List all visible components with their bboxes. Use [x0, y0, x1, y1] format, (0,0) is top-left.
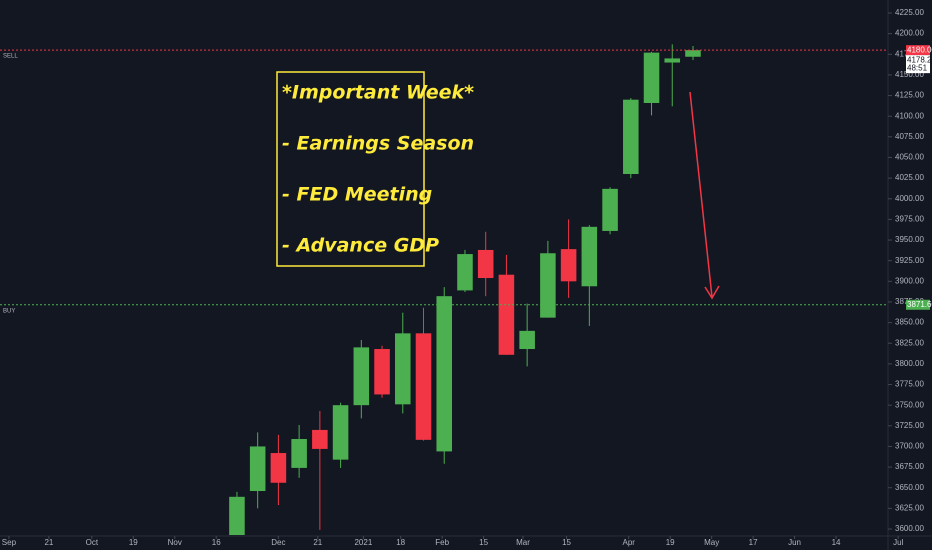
- candle-body: [664, 58, 681, 63]
- y-tick-label: 3800.00: [895, 359, 924, 368]
- annotation-line: *Important Week*: [282, 82, 474, 104]
- x-tick-label: 21: [313, 538, 322, 547]
- x-tick-label: May: [704, 538, 719, 547]
- y-tick-label: 3775.00: [895, 380, 924, 389]
- countdown: 48:51: [907, 63, 928, 72]
- candle-body: [353, 347, 370, 406]
- candle-body: [540, 253, 556, 318]
- candle-body: [270, 453, 287, 483]
- x-tick-label: 16: [212, 538, 221, 547]
- x-tick-label: Apr: [623, 538, 636, 547]
- candle-body: [229, 496, 245, 535]
- y-tick-label: 4050.00: [895, 153, 924, 162]
- annotation-line: - FED Meeting: [282, 184, 432, 206]
- y-tick-label: 4225.00: [895, 8, 924, 17]
- arrow: [689, 91, 713, 298]
- x-tick-label: Mar: [516, 538, 530, 547]
- x-tick-label: Feb: [435, 538, 449, 547]
- annotation-box: [276, 71, 425, 267]
- candle-body: [249, 446, 266, 492]
- x-tick-label: 15: [562, 538, 571, 547]
- y-tick-label: 3675.00: [895, 462, 924, 471]
- last-price: 4178.25: [907, 55, 932, 64]
- x-tick-label: Nov: [168, 538, 182, 547]
- annotation-line: - Earnings Season: [282, 133, 474, 155]
- y-tick-label: 4125.00: [895, 91, 924, 100]
- candle-body: [415, 333, 432, 440]
- last-price-box: [906, 55, 930, 74]
- candle-body: [519, 330, 535, 350]
- x-tick-label: 18: [396, 538, 405, 547]
- level-name: SELL: [3, 54, 18, 60]
- level-label-box: [906, 299, 930, 310]
- candle-body: [602, 188, 618, 231]
- candle-body: [643, 52, 660, 103]
- candle-body: [291, 439, 307, 468]
- level-label: 4180.00: [907, 45, 932, 54]
- candle-body: [581, 226, 598, 287]
- y-tick-label: 3725.00: [895, 421, 924, 430]
- plot-area: [229, 44, 701, 535]
- candle-body: [623, 99, 639, 174]
- y-tick-label: 3900.00: [895, 276, 924, 285]
- y-tick-label: 4025.00: [895, 173, 924, 182]
- y-tick-label: 4100.00: [895, 111, 924, 120]
- candle-body: [374, 349, 390, 395]
- level-label-box: [906, 45, 930, 56]
- y-tick-label: 3650.00: [895, 483, 924, 492]
- x-tick-label: 19: [129, 538, 138, 547]
- y-tick-label: 3925.00: [895, 256, 924, 265]
- candle-body: [312, 429, 328, 449]
- y-tick-label: 3850.00: [895, 318, 924, 327]
- y-tick-label: 4150.00: [895, 70, 924, 79]
- candle-body: [332, 405, 349, 460]
- y-tick-label: 3750.00: [895, 400, 924, 409]
- candle-body: [395, 333, 411, 405]
- y-tick-label: 3950.00: [895, 235, 924, 244]
- y-tick-label: 3700.00: [895, 442, 924, 451]
- x-tick-label: 2021: [354, 538, 372, 547]
- candle-body: [498, 274, 515, 355]
- y-tick-label: 3825.00: [895, 338, 924, 347]
- candle-body: [457, 254, 473, 291]
- x-tick-label: Jun: [788, 538, 801, 547]
- y-tick-label: 4200.00: [895, 29, 924, 38]
- candle-body: [436, 296, 453, 452]
- level-name: BUY: [3, 308, 15, 314]
- x-tick-label: Sep: [2, 538, 17, 547]
- candle-body: [477, 249, 494, 279]
- arrow-head: [704, 285, 720, 300]
- x-tick-label: Oct: [86, 538, 99, 547]
- x-tick-label: 21: [44, 538, 53, 547]
- x-tick-label: Jul: [893, 538, 903, 547]
- x-tick-label: 17: [749, 538, 758, 547]
- y-tick-label: 3625.00: [895, 503, 924, 512]
- candle-body: [685, 50, 701, 57]
- candle-body: [560, 249, 577, 282]
- level-label: 3871.60: [907, 300, 932, 309]
- y-tick-label: 3600.00: [895, 524, 924, 533]
- x-tick-label: 15: [479, 538, 488, 547]
- x-tick-label: 19: [666, 538, 675, 547]
- x-tick-label: 14: [832, 538, 841, 547]
- y-tick-label: 3975.00: [895, 215, 924, 224]
- annotation-line: - Advance GDP: [282, 235, 439, 257]
- x-tick-label: Dec: [271, 538, 285, 547]
- y-tick-label: 4000.00: [895, 194, 924, 203]
- y-tick-label: 4075.00: [895, 132, 924, 141]
